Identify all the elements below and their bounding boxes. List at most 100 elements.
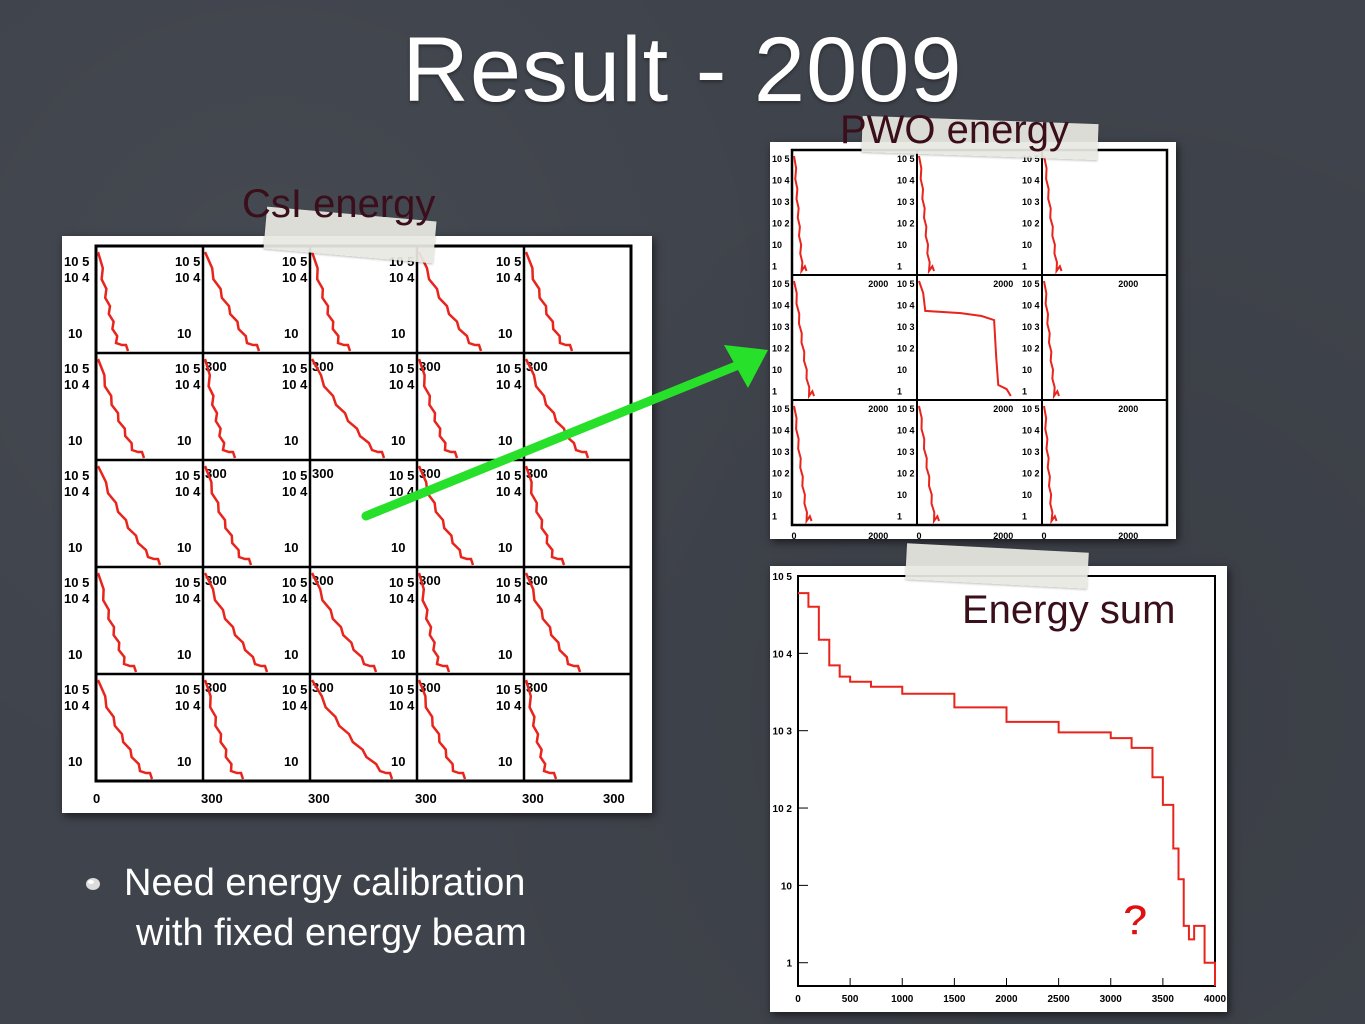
energy-sum-label: Energy sum <box>962 588 1176 632</box>
pwo-y-tick-label: 10 2 <box>897 344 915 354</box>
pwo-x-tick-label: 2000 <box>1118 531 1138 539</box>
sum-x-tick-label: 2000 <box>995 994 1018 1005</box>
slide-title: Result - 2009 <box>402 19 963 121</box>
csi-y-tick-label: 10 4 <box>389 377 415 392</box>
csi-y-tick-label: 10 5 <box>389 575 414 590</box>
pwo-x-tick-label: 0 <box>791 531 796 539</box>
pwo-x-tick-label: 2000 <box>1118 279 1138 289</box>
pwo-histogram-line <box>793 405 813 525</box>
pwo-histogram-line <box>1043 155 1063 275</box>
csi-y-tick-label: 10 5 <box>496 361 521 376</box>
csi-histogram-line <box>310 679 394 780</box>
csi-y-tick-label: 10 4 <box>64 484 90 499</box>
pwo-grid-border <box>790 148 1169 527</box>
csi-y-tick-label: 10 4 <box>389 484 415 499</box>
csi-y-tick-label: 10 <box>284 754 298 769</box>
pwo-y-tick-label: 1 <box>897 262 902 272</box>
csi-y-tick-label: 10 5 <box>496 468 521 483</box>
pwo-histogram-line <box>793 280 815 400</box>
energy-sum-line <box>798 592 1216 986</box>
csi-y-tick-label: 10 5 <box>282 254 307 269</box>
csi-y-tick-label: 10 4 <box>175 698 201 713</box>
pwo-y-tick-label: 1 <box>1022 262 1027 272</box>
pwo-y-tick-label: 10 <box>772 365 782 375</box>
csi-histogram-line <box>96 465 162 566</box>
csi-y-tick-label: 10 5 <box>175 254 200 269</box>
csi-y-tick-label: 10 <box>498 647 512 662</box>
csi-histogram-line <box>96 572 138 673</box>
csi-y-tick-label: 10 <box>391 326 405 341</box>
csi-y-tick-label: 10 <box>177 647 191 662</box>
pwo-y-tick-label: 10 <box>897 490 907 500</box>
csi-histogram-line <box>203 572 269 673</box>
pwo-y-tick-label: 10 <box>1022 365 1032 375</box>
pwo-y-tick-label: 10 3 <box>1022 322 1040 332</box>
csi-y-tick-label: 10 <box>177 540 191 555</box>
csi-y-tick-label: 10 5 <box>389 361 414 376</box>
pwo-x-tick-label: 2000 <box>993 531 1013 539</box>
csi-histogram-line <box>417 251 483 352</box>
pwo-y-tick-label: 10 5 <box>772 279 790 289</box>
pwo-x-tick-label: 2000 <box>868 279 888 289</box>
pwo-x-tick-label: 2000 <box>1118 404 1138 414</box>
csi-y-tick-label: 10 <box>68 754 82 769</box>
csi-histogram-line <box>417 572 451 673</box>
sum-y-tick-label: 10 2 <box>773 804 793 815</box>
pwo-y-tick-label: 10 3 <box>772 197 790 207</box>
csi-y-tick-label: 10 4 <box>175 484 201 499</box>
csi-y-tick-label: 10 5 <box>282 468 307 483</box>
pwo-y-tick-label: 10 4 <box>772 301 790 311</box>
csi-y-tick-label: 10 <box>284 326 298 341</box>
csi-y-tick-label: 10 <box>284 540 298 555</box>
csi-x-tick-label: 300 <box>205 680 227 695</box>
csi-y-tick-label: 10 <box>498 754 512 769</box>
pwo-y-tick-label: 10 5 <box>897 404 915 414</box>
pwo-y-tick-label: 10 5 <box>772 154 790 164</box>
csi-y-tick-label: 10 5 <box>64 682 89 697</box>
pwo-y-tick-label: 10 <box>897 365 907 375</box>
csi-y-tick-label: 10 4 <box>496 377 522 392</box>
csi-y-tick-label: 10 <box>177 754 191 769</box>
pwo-y-tick-label: 10 3 <box>897 197 915 207</box>
csi-x-tick-label: 300 <box>201 791 223 806</box>
csi-y-tick-label: 10 <box>68 326 82 341</box>
pwo-histogram-line <box>918 280 1012 397</box>
csi-y-tick-label: 10 <box>498 540 512 555</box>
pwo-y-tick-label: 10 4 <box>772 426 790 436</box>
question-mark: ? <box>1121 895 1149 946</box>
csi-histogram-line <box>524 572 582 673</box>
pwo-y-tick-label: 10 4 <box>1022 426 1040 436</box>
pwo-y-tick-label: 10 4 <box>897 176 915 186</box>
csi-y-tick-label: 10 5 <box>175 682 200 697</box>
csi-y-tick-label: 10 5 <box>389 468 414 483</box>
pwo-y-tick-label: 10 3 <box>1022 197 1040 207</box>
pwo-y-tick-label: 10 2 <box>1022 344 1040 354</box>
bullet-line-2: with fixed energy beam <box>136 912 527 954</box>
csi-y-tick-label: 10 <box>391 647 405 662</box>
csi-histogram-line <box>96 358 146 459</box>
csi-y-tick-label: 10 5 <box>64 254 89 269</box>
pwo-y-tick-label: 10 3 <box>772 322 790 332</box>
bullet-text: Need energy calibration with fixed energ… <box>124 858 604 958</box>
csi-y-tick-label: 10 4 <box>496 698 522 713</box>
csi-y-tick-label: 10 5 <box>389 682 414 697</box>
pwo-y-tick-label: 1 <box>897 512 902 522</box>
pwo-y-tick-label: 10 5 <box>1022 404 1040 414</box>
csi-y-tick-label: 10 5 <box>282 361 307 376</box>
pwo-y-tick-label: 10 4 <box>772 176 790 186</box>
csi-histogram-line <box>203 358 237 459</box>
csi-y-tick-label: 10 4 <box>175 270 201 285</box>
sum-x-tick-label: 4000 <box>1204 994 1227 1005</box>
csi-y-tick-label: 10 4 <box>64 377 90 392</box>
csi-histogram-line <box>310 251 352 352</box>
pwo-y-tick-label: 10 2 <box>897 469 915 479</box>
csi-y-tick-label: 10 5 <box>175 575 200 590</box>
pwo-y-tick-label: 10 3 <box>772 447 790 457</box>
csi-histogram-line <box>203 679 245 780</box>
csi-y-tick-label: 10 5 <box>496 682 521 697</box>
csi-y-tick-label: 10 4 <box>282 591 308 606</box>
pwo-histogram-line <box>1043 405 1058 525</box>
csi-y-tick-label: 10 4 <box>389 270 415 285</box>
